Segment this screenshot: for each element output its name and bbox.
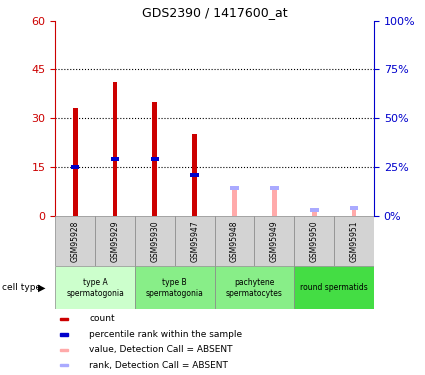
Bar (71, 165, 79, 169)
Text: pachytene
spermatocytes: pachytene spermatocytes (226, 278, 283, 297)
Text: GSM95949: GSM95949 (270, 220, 279, 262)
Bar (60, 364, 68, 366)
Bar (175, 216, 215, 266)
Text: GSM95929: GSM95929 (110, 220, 119, 262)
Bar (153, 102, 157, 216)
Bar (60, 333, 68, 336)
Text: count: count (89, 315, 115, 324)
Bar (232, 190, 237, 216)
Bar (351, 209, 357, 216)
Bar (150, 157, 159, 161)
Bar (294, 266, 374, 309)
Text: round spermatids: round spermatids (300, 284, 368, 292)
Bar (192, 134, 197, 216)
Bar (113, 82, 117, 216)
Bar (270, 186, 279, 190)
Text: type B
spermatogonia: type B spermatogonia (146, 278, 204, 297)
Text: percentile rank within the sample: percentile rank within the sample (89, 330, 242, 339)
Bar (312, 212, 317, 216)
Bar (230, 186, 239, 190)
Text: GSM95947: GSM95947 (190, 220, 199, 262)
Bar (110, 157, 119, 161)
Bar (350, 206, 358, 210)
Bar (190, 173, 199, 177)
Bar (272, 190, 277, 216)
Text: GSM95948: GSM95948 (230, 220, 239, 262)
Bar (55, 266, 135, 309)
Bar (310, 208, 318, 212)
Text: type A
spermatogonia: type A spermatogonia (66, 278, 124, 297)
Bar (73, 108, 77, 216)
Bar (60, 349, 68, 351)
Bar (334, 216, 374, 266)
Text: ▶: ▶ (38, 283, 45, 293)
Bar (55, 216, 95, 266)
Bar (95, 216, 135, 266)
Text: GSM95951: GSM95951 (350, 220, 359, 262)
Text: value, Detection Call = ABSENT: value, Detection Call = ABSENT (89, 345, 233, 354)
Text: rank, Detection Call = ABSENT: rank, Detection Call = ABSENT (89, 361, 228, 370)
Text: GSM95930: GSM95930 (150, 220, 159, 262)
Text: GSM95928: GSM95928 (71, 220, 79, 262)
Bar (135, 266, 215, 309)
Text: GSM95950: GSM95950 (310, 220, 319, 262)
Bar (60, 318, 68, 320)
Bar (215, 216, 255, 266)
Title: GDS2390 / 1417600_at: GDS2390 / 1417600_at (142, 6, 287, 20)
Bar (135, 216, 175, 266)
Bar (215, 266, 294, 309)
Bar (255, 216, 294, 266)
Bar (294, 216, 334, 266)
Text: cell type: cell type (2, 284, 41, 292)
